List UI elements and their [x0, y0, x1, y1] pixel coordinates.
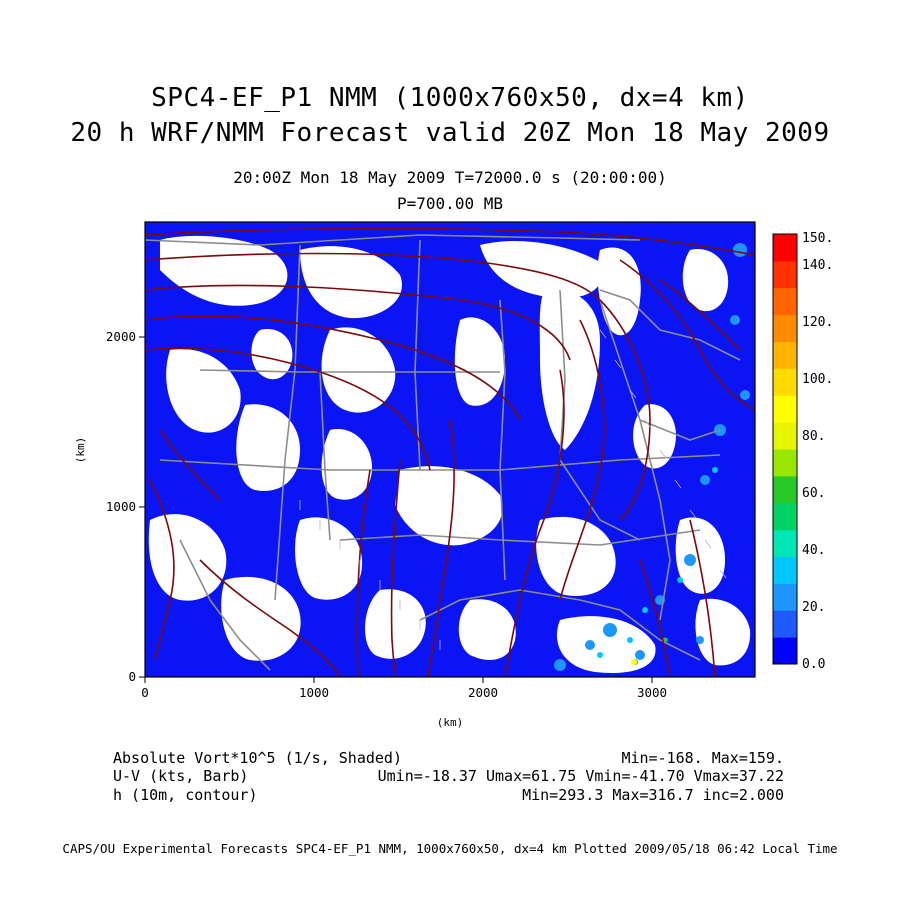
colorbar-label: 140.	[802, 258, 833, 273]
colorbar-label: 0.0	[802, 657, 825, 672]
legend-field-1-stats: Min=-168. Max=159.	[621, 749, 784, 767]
colorbar-segment	[773, 234, 797, 262]
colorbar-segment	[773, 260, 797, 289]
y-tick-label: 2000	[106, 329, 136, 344]
colorbar-segment	[773, 341, 797, 369]
colorbar-label: 100.	[802, 372, 833, 387]
colorbar-label: 60.	[802, 486, 825, 501]
yellow-speck	[631, 659, 637, 665]
colorbar-segment	[773, 422, 797, 450]
wind-barbs	[299, 329, 727, 650]
x-axis-label: (km)	[437, 716, 464, 729]
colorbar-label: 120.	[802, 315, 833, 330]
legend-field-3-stats: Min=293.3 Max=316.7 inc=2.000	[522, 786, 784, 804]
legend-field-3-name: h (10m, contour)	[113, 786, 258, 804]
x-tick-label: 1000	[299, 685, 329, 700]
colorbar-segment	[773, 529, 797, 557]
colorbar-segment	[773, 314, 797, 342]
colorbar-segment	[773, 368, 797, 396]
legend-field-1-name: Absolute Vort*10^5 (1/s, Shaded)	[113, 749, 402, 767]
axis-ticks	[139, 336, 653, 683]
colorbar-label: 80.	[802, 429, 825, 444]
colorbar-segment	[773, 610, 797, 638]
cyan-speckles	[597, 467, 718, 658]
legend-field-2-stats: Umin=-18.37 Umax=61.75 Vmin=-41.70 Vmax=…	[378, 767, 784, 785]
colorbar-segment	[773, 637, 797, 665]
colorbar-segment	[773, 475, 797, 504]
colorbar-label: 40.	[802, 543, 825, 558]
colorbar-label: 20.	[802, 600, 825, 615]
title-line-2: 20 h WRF/NMM Forecast valid 20Z Mon 18 M…	[70, 118, 830, 148]
footer-credits: CAPS/OU Experimental Forecasts SPC4-EF_P…	[62, 841, 838, 856]
title-line-1: SPC4-EF_P1 NMM (1000x760x50, dx=4 km)	[151, 83, 749, 113]
colorbar-frame	[772, 233, 798, 665]
x-tick-label: 0	[141, 685, 149, 700]
x-tick-label: 3000	[637, 685, 667, 700]
x-tick-label: 2000	[468, 685, 498, 700]
height-contours	[145, 227, 755, 677]
colorbar-segment	[773, 556, 797, 584]
white-regions	[148, 235, 751, 673]
legend-field-2-name: U-V (kts, Barb)	[113, 767, 248, 785]
colorbar-segment	[773, 502, 797, 531]
pressure-level: P=700.00 MB	[397, 194, 503, 213]
valid-time: 20:00Z Mon 18 May 2009 T=72000.0 s (20:0…	[233, 168, 667, 187]
colorbar-label: 150.	[802, 231, 833, 246]
colorbar-segment	[773, 395, 797, 423]
vorticity-field	[145, 222, 755, 677]
colorbar-segment	[773, 449, 797, 477]
colorbar-segment	[773, 583, 797, 611]
plot-frame	[144, 221, 756, 678]
y-tick-label: 1000	[106, 499, 136, 514]
y-tick-label: 0	[128, 669, 136, 684]
colorbar	[773, 234, 797, 665]
colorbar-segment	[773, 287, 797, 316]
y-axis-label: (km)	[74, 437, 87, 464]
geo-boundaries	[145, 234, 741, 671]
